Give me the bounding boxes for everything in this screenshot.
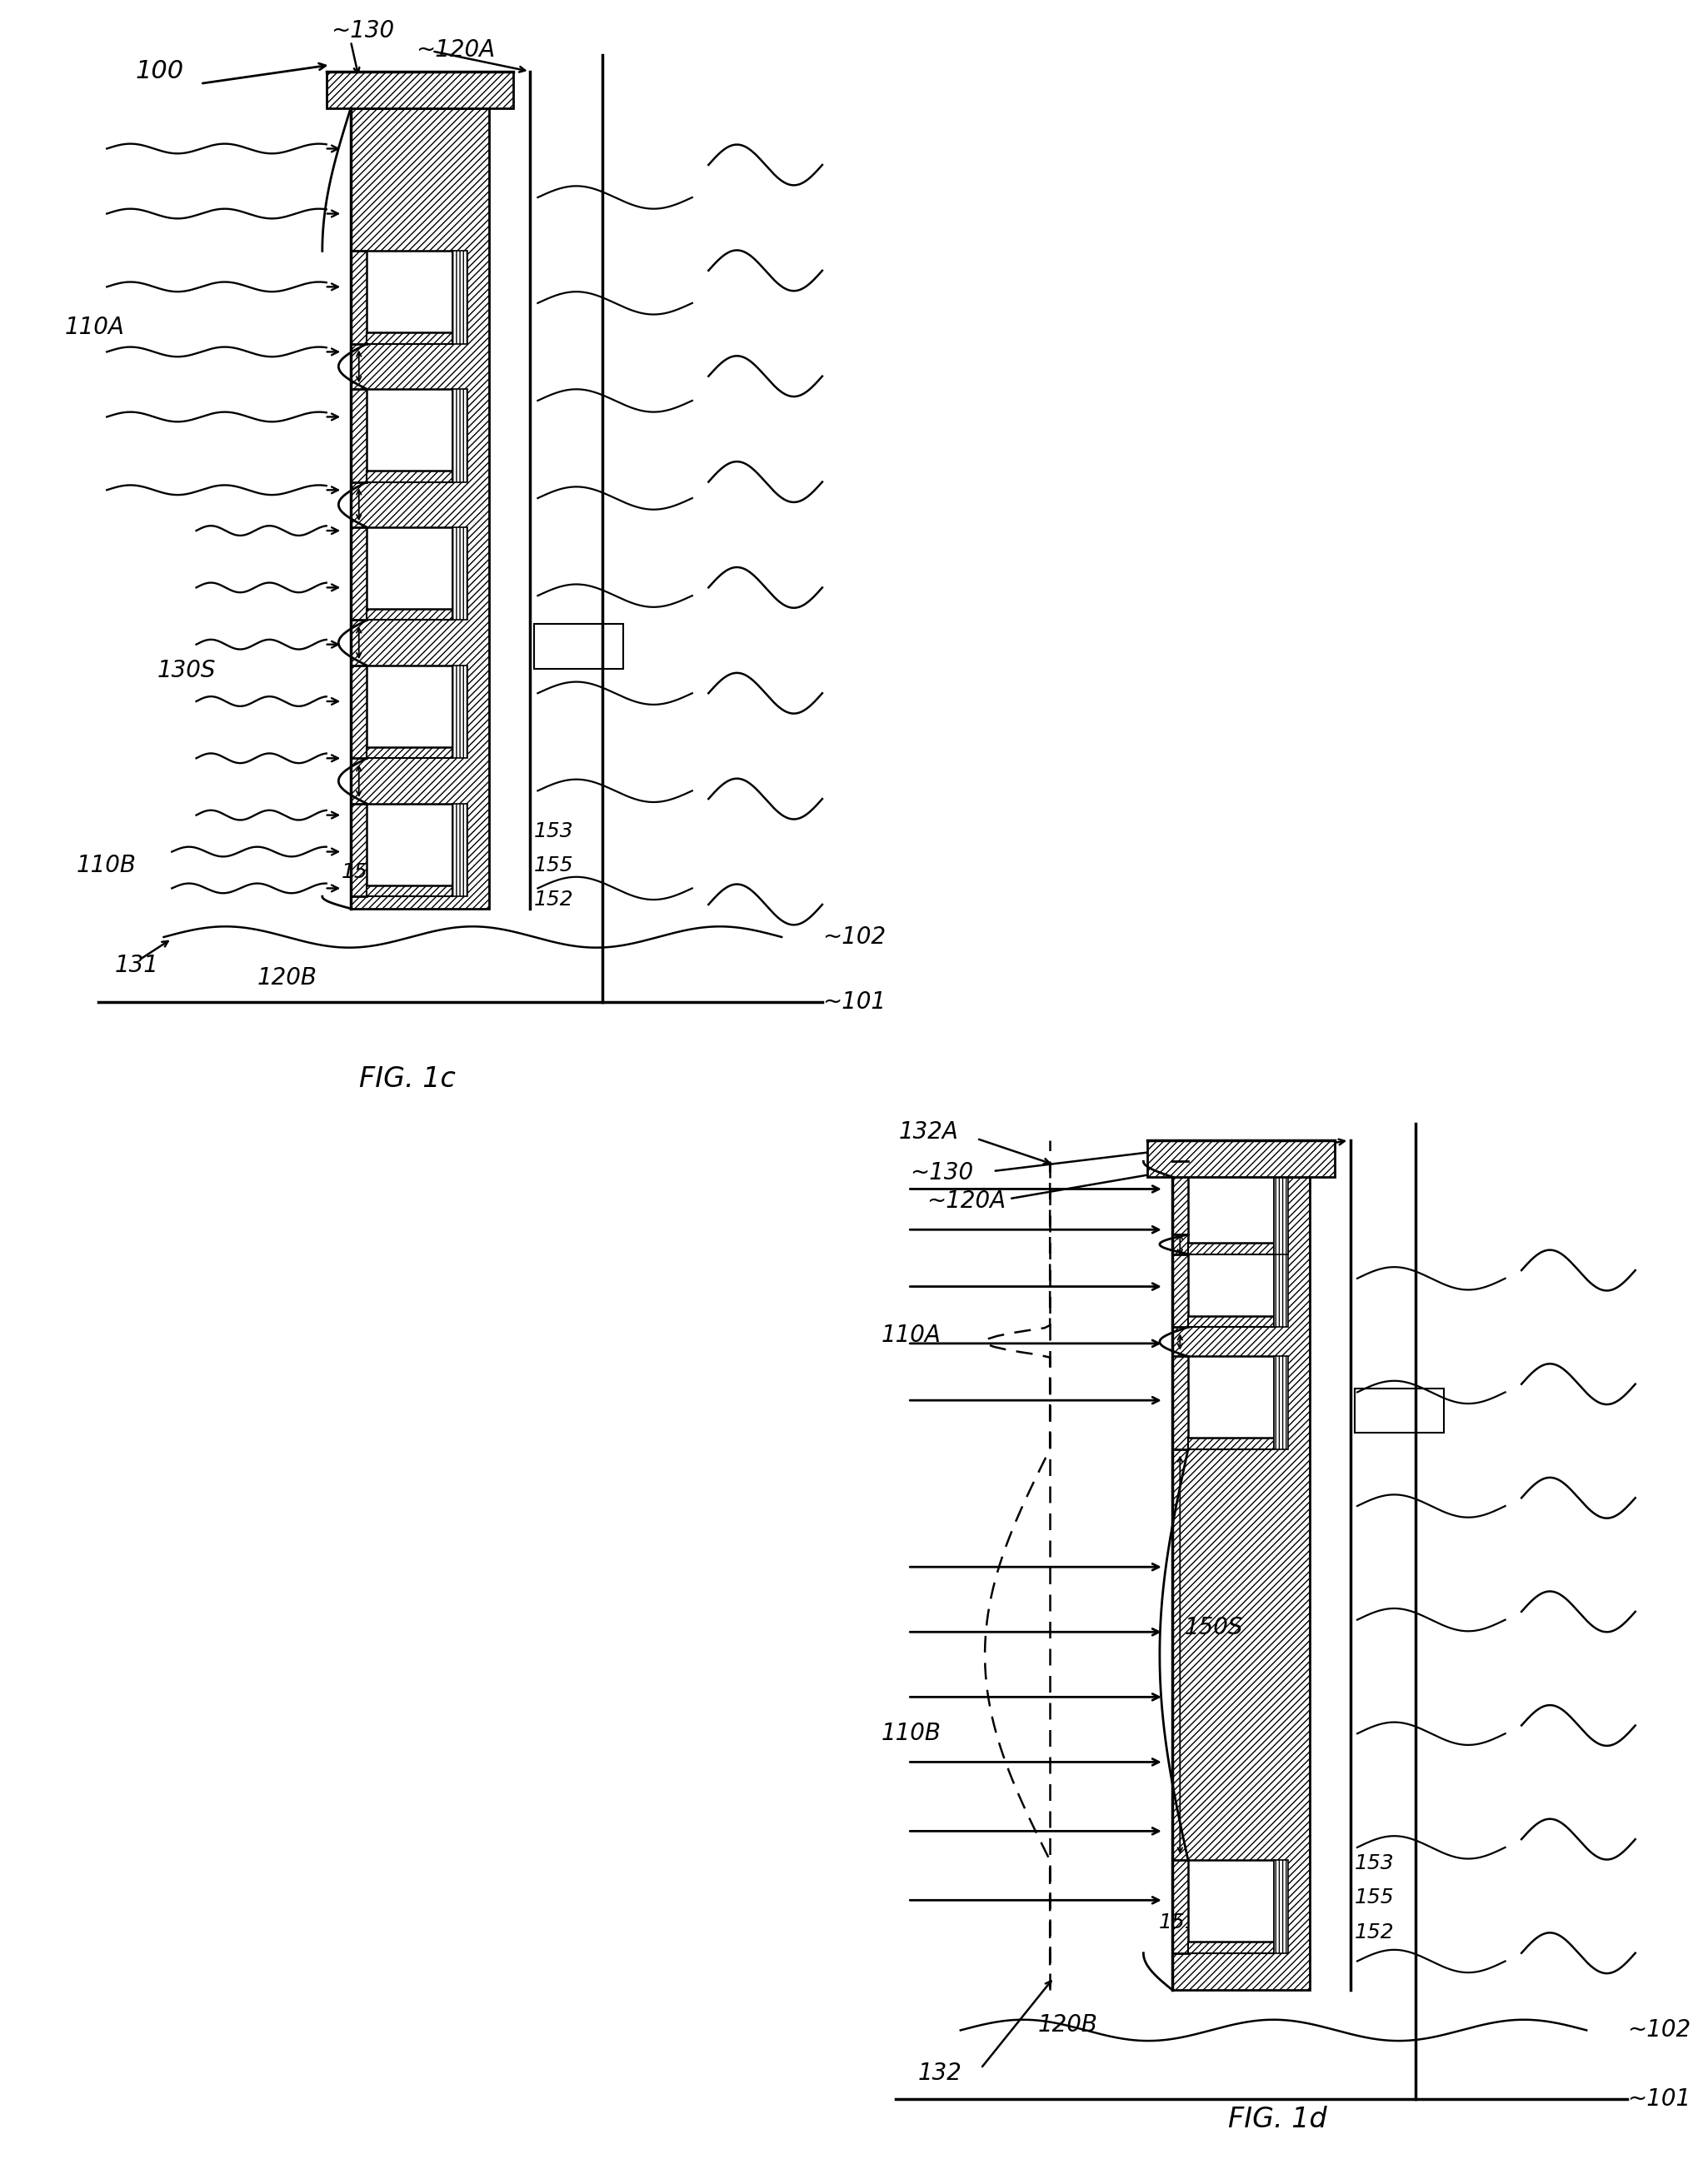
Text: 153: 153 <box>533 821 574 841</box>
Bar <box>1273 1356 1288 1450</box>
Text: 110B: 110B <box>880 1721 941 1745</box>
Text: ~102: ~102 <box>823 926 885 948</box>
Bar <box>452 389 467 483</box>
Bar <box>367 332 452 343</box>
Text: 100: 100 <box>135 59 185 83</box>
Text: ~101: ~101 <box>823 989 885 1013</box>
Text: 103: 103 <box>1358 1398 1398 1420</box>
Text: 153: 153 <box>1354 1854 1395 1874</box>
Bar <box>1172 1177 1310 1990</box>
Bar <box>452 526 467 620</box>
Text: ~101: ~101 <box>1627 2088 1691 2112</box>
Text: 155: 155 <box>533 856 574 876</box>
Bar <box>1188 1243 1273 1254</box>
Text: 151: 151 <box>1158 1913 1199 1933</box>
Text: 155: 155 <box>1354 1887 1395 1909</box>
Text: 132A: 132A <box>899 1120 958 1144</box>
Bar <box>367 251 452 332</box>
Text: 130S: 130S <box>157 660 217 681</box>
Text: 120B: 120B <box>257 965 317 989</box>
Text: 132: 132 <box>918 2062 962 2086</box>
Bar <box>1188 1942 1273 1952</box>
Bar <box>367 804 452 885</box>
Bar <box>1148 1140 1334 1177</box>
Text: ~130: ~130 <box>911 1162 973 1184</box>
Bar <box>350 107 489 909</box>
Bar <box>1188 1437 1273 1450</box>
Bar <box>367 747 452 758</box>
Bar <box>1273 1162 1288 1254</box>
Text: ~120A: ~120A <box>416 39 494 61</box>
Text: 110B: 110B <box>76 854 135 878</box>
Text: ~120A: ~120A <box>926 1190 1006 1212</box>
Bar <box>1188 1315 1273 1328</box>
Text: 152: 152 <box>533 889 574 911</box>
Bar <box>533 625 623 668</box>
Text: FIG. 1d: FIG. 1d <box>1227 2105 1327 2134</box>
Bar <box>367 389 452 470</box>
Bar <box>367 526 452 609</box>
Bar <box>1273 1861 1288 1952</box>
Bar <box>1188 1356 1273 1437</box>
Text: 110A: 110A <box>64 317 125 339</box>
Bar <box>327 72 513 107</box>
Bar <box>367 666 452 747</box>
Text: 110A: 110A <box>880 1324 941 1348</box>
Bar <box>1188 1162 1273 1243</box>
Text: 103: 103 <box>537 636 577 657</box>
Bar <box>367 609 452 620</box>
Bar <box>452 804 467 895</box>
Text: 131: 131 <box>115 954 159 976</box>
Text: 150S: 150S <box>1183 1616 1243 1640</box>
Text: FIG. 1c: FIG. 1c <box>359 1066 455 1092</box>
Text: 120B: 120B <box>1038 2014 1097 2035</box>
Text: ~130: ~130 <box>330 20 394 41</box>
Bar <box>367 885 452 895</box>
Text: 152: 152 <box>1354 1922 1395 1944</box>
Bar <box>1188 1861 1273 1942</box>
Bar <box>1273 1234 1288 1328</box>
Text: ~102: ~102 <box>1627 2018 1691 2042</box>
Text: 151: 151 <box>342 863 381 882</box>
Bar <box>367 470 452 483</box>
Bar <box>452 251 467 343</box>
Bar <box>1188 1234 1273 1315</box>
Bar <box>452 666 467 758</box>
Bar <box>1354 1389 1444 1433</box>
